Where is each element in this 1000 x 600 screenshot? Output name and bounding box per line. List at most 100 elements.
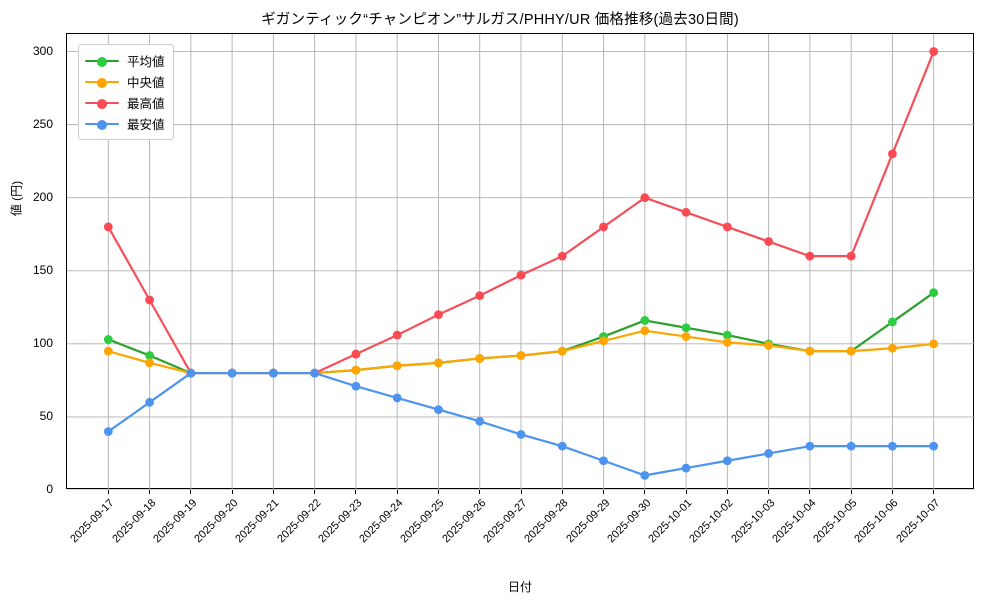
data-point-0-19 xyxy=(888,317,897,327)
data-point-2-19 xyxy=(888,149,897,159)
data-point-1-20 xyxy=(929,339,939,349)
data-point-0-14 xyxy=(681,323,691,333)
x-tick-mark xyxy=(149,490,151,494)
x-tick-label: 2025-10-07 xyxy=(893,497,943,546)
y-tick-label: 100 xyxy=(32,335,53,350)
data-point-2-13 xyxy=(640,193,650,203)
data-point-3-13 xyxy=(640,470,650,480)
x-tick-mark xyxy=(396,490,398,494)
data-point-3-9 xyxy=(475,416,485,426)
x-tick-label: 2025-09-20 xyxy=(192,497,241,546)
data-point-0-13 xyxy=(640,316,650,325)
data-point-0-15 xyxy=(722,330,732,340)
x-tick-label: 2025-09-29 xyxy=(563,497,613,546)
data-point-3-14 xyxy=(681,463,691,473)
data-point-2-20 xyxy=(929,47,939,56)
y-tick-label: 150 xyxy=(32,262,53,277)
y-axis-label: 値 (円) xyxy=(9,180,24,217)
x-tick-label: 2025-09-17 xyxy=(68,497,117,546)
x-tick-mark xyxy=(726,490,728,494)
x-tick-mark xyxy=(850,490,852,494)
data-point-3-18 xyxy=(846,441,856,451)
data-point-3-0 xyxy=(103,427,113,436)
data-point-3-2 xyxy=(186,368,196,378)
data-point-1-16 xyxy=(764,340,774,350)
data-point-2-11 xyxy=(557,251,567,261)
data-point-2-17 xyxy=(805,251,815,261)
data-point-3-8 xyxy=(434,405,443,415)
x-tick-mark xyxy=(644,490,646,494)
data-point-1-12 xyxy=(599,336,608,346)
data-point-1-15 xyxy=(722,337,732,347)
chart-title: ギガンティック“チャンピオン”サルガス/PHHY/UR 価格推移(過去30日間) xyxy=(261,12,739,28)
data-point-0-0 xyxy=(103,335,113,344)
legend-item-0[interactable]: 平均値 xyxy=(85,50,165,71)
x-axis-label: 日付 xyxy=(507,580,532,594)
x-tick-label: 2025-09-19 xyxy=(151,497,200,546)
data-point-3-20 xyxy=(929,441,939,451)
legend-swatch-icon xyxy=(85,118,119,130)
data-point-3-1 xyxy=(145,397,154,407)
data-point-0-20 xyxy=(929,288,939,298)
plot-area: 0 50 100 150 200 250 300 2025-09-17 2025-09-18 2… xyxy=(33,33,975,545)
x-tick-mark xyxy=(809,490,811,494)
data-point-1-19 xyxy=(888,343,897,353)
x-tick-mark xyxy=(107,490,109,494)
x-tick-label: 2025-10-06 xyxy=(852,497,901,546)
x-tick-mark xyxy=(355,490,357,494)
x-tick-label: 2025-10-03 xyxy=(728,497,778,546)
y-tick-label: 0 xyxy=(46,482,53,496)
data-point-3-17 xyxy=(805,441,815,451)
x-tick-label: 2025-09-28 xyxy=(522,497,571,546)
data-point-2-0 xyxy=(103,222,113,232)
x-tick-label: 2025-09-26 xyxy=(439,497,489,546)
chart-legend: 平均値 中央値 最高値最安値 xyxy=(78,44,174,140)
data-point-1-17 xyxy=(805,346,815,356)
x-tick-mark xyxy=(768,490,770,494)
plot-svg xyxy=(67,34,975,490)
x-tick-label: 2025-09-25 xyxy=(398,497,447,546)
x-tick-label: 2025-09-30 xyxy=(605,497,654,546)
x-tick-mark xyxy=(685,490,687,494)
y-tick-label: 200 xyxy=(32,189,53,204)
x-tick-mark xyxy=(891,490,893,494)
data-point-1-10 xyxy=(516,351,526,360)
data-point-1-1 xyxy=(145,358,154,368)
legend-item-3[interactable]: 最安値 xyxy=(85,113,165,134)
data-point-3-16 xyxy=(764,449,774,458)
x-tick-label: 2025-09-21 xyxy=(233,497,282,546)
data-point-3-4 xyxy=(268,368,278,378)
data-point-1-8 xyxy=(434,358,443,368)
x-tick-mark xyxy=(603,490,605,494)
data-point-2-15 xyxy=(722,222,732,232)
data-point-3-10 xyxy=(516,430,526,439)
data-point-3-3 xyxy=(227,368,237,378)
data-point-1-13 xyxy=(640,326,650,336)
y-tick-label: 50 xyxy=(39,408,53,423)
x-tick-label: 2025-09-24 xyxy=(357,497,406,546)
data-point-2-12 xyxy=(599,222,608,232)
data-point-3-6 xyxy=(351,381,361,391)
x-tick-mark xyxy=(520,490,522,494)
legend-item-2[interactable]: 最高値 xyxy=(85,92,165,113)
x-tick-label: 2025-10-02 xyxy=(687,497,736,546)
legend-label: 最安値 xyxy=(127,118,165,132)
x-tick-label: 2025-09-18 xyxy=(109,497,159,546)
x-tick-label: 2025-09-22 xyxy=(274,497,324,546)
x-tick-mark xyxy=(314,490,316,494)
legend-item-1[interactable]: 中央値 xyxy=(85,71,165,92)
data-point-2-9 xyxy=(475,291,485,301)
data-point-1-6 xyxy=(351,365,361,375)
x-tick-mark xyxy=(437,490,439,494)
x-tick-label: 2025-10-04 xyxy=(770,497,819,546)
x-tick-label: 2025-09-23 xyxy=(316,497,365,546)
x-tick-mark xyxy=(272,490,274,494)
data-point-2-16 xyxy=(764,237,774,246)
data-point-1-18 xyxy=(846,346,856,356)
data-point-2-7 xyxy=(392,330,402,340)
x-tick-mark xyxy=(561,490,563,494)
data-point-0-1 xyxy=(145,351,154,360)
data-point-3-12 xyxy=(599,456,608,466)
x-tick-mark xyxy=(933,490,935,494)
